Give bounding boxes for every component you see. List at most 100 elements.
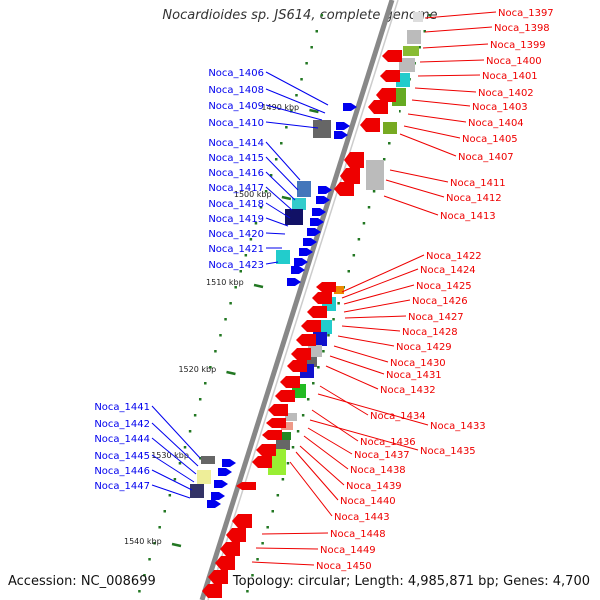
reverse-gene-arrow	[382, 50, 402, 62]
feature-block	[201, 456, 215, 464]
gene-label-right: Noca_1449	[320, 545, 376, 556]
gene-label-left: Noca_1421	[208, 244, 264, 255]
track-dot	[198, 398, 202, 401]
label-leader-line	[341, 325, 401, 332]
reverse-gene-arrow	[236, 482, 256, 490]
track-dot	[315, 30, 318, 33]
track-dot	[423, 30, 426, 33]
label-leader-line	[151, 437, 197, 475]
track-dot	[173, 478, 177, 481]
forward-gene-arrow	[207, 500, 221, 508]
forward-gene-arrow	[222, 459, 236, 467]
reverse-gene-arrow	[291, 348, 311, 360]
gene-label-right: Noca_1438	[350, 465, 406, 476]
track-dot	[234, 286, 237, 289]
forward-gene-arrow	[336, 122, 350, 130]
label-leader-line	[265, 261, 279, 265]
gene-label-right: Noca_1400	[486, 56, 542, 67]
kbp-tick-label: 1500 kbp	[234, 190, 272, 199]
track-dot	[428, 14, 432, 17]
gene-label-left: Noca_1445	[94, 451, 150, 462]
forward-gene-arrow	[343, 103, 357, 111]
reverse-gene-arrow	[287, 360, 307, 372]
feature-block	[313, 120, 331, 138]
label-leader-line	[411, 99, 471, 107]
reverse-gene-arrow	[307, 306, 327, 318]
gene-label-right: Noca_1448	[330, 529, 386, 540]
label-leader-line	[151, 454, 195, 483]
track-dot	[337, 302, 340, 305]
gene-label-left: Noca_1420	[208, 229, 264, 240]
track-dot	[254, 222, 258, 225]
forward-gene-arrow	[316, 196, 330, 204]
gene-label-right: Noca_1412	[446, 193, 502, 204]
label-leader-line	[265, 217, 289, 227]
feature-block	[387, 106, 399, 118]
reverse-gene-arrow	[316, 282, 336, 292]
track-dot	[148, 558, 151, 561]
feature-block	[285, 209, 303, 225]
forward-gene-arrow	[307, 228, 321, 236]
label-leader-line	[317, 393, 429, 426]
dotted-track-left	[138, 14, 324, 593]
label-leader-line	[399, 133, 457, 157]
label-leader-line	[403, 125, 461, 139]
label-leader-line	[319, 385, 369, 416]
feature-block	[190, 484, 204, 498]
feature-block	[308, 345, 322, 357]
label-leader-line	[424, 26, 493, 33]
track-dot	[276, 494, 280, 497]
label-leader-line	[255, 547, 319, 550]
track-dot	[398, 110, 401, 113]
kbp-tick-label: 1540 kbp	[124, 537, 162, 546]
label-leader-line	[265, 171, 296, 201]
reverse-gene-arrow	[360, 118, 380, 132]
reverse-gene-arrow	[368, 100, 388, 114]
feature-block	[297, 181, 311, 197]
gene-label-left: Noca_1441	[94, 402, 150, 413]
track-dot	[306, 398, 310, 401]
gene-label-right: Noca_1425	[416, 281, 472, 292]
reverse-gene-arrow	[280, 376, 300, 388]
track-dot	[219, 334, 222, 337]
label-leader-line	[333, 345, 389, 363]
track-dot	[320, 14, 324, 17]
track-dot	[158, 526, 161, 529]
forward-genes	[207, 103, 357, 508]
feature-block	[334, 286, 344, 294]
feature-block	[197, 470, 211, 484]
label-leader-line	[329, 355, 385, 375]
track-dot	[295, 94, 298, 97]
track-dot	[209, 366, 212, 369]
track-dot	[251, 574, 254, 577]
gene-label-right: Noca_1405	[462, 134, 518, 145]
label-leader-line	[419, 59, 485, 63]
reverse-gene-arrow	[340, 168, 360, 184]
gene-label-left: Noca_1446	[94, 466, 150, 477]
label-leader-line	[325, 365, 379, 390]
track-dot	[138, 590, 141, 593]
gene-label-left: Noca_1415	[208, 153, 264, 164]
reverse-genes	[202, 50, 402, 598]
label-leader-line	[261, 532, 329, 535]
track-dot	[300, 78, 303, 81]
track-dot	[322, 350, 325, 353]
left-gene-labels: Noca_1406 Noca_1408 Noca_1409 Noca_1410 Noca…	[94, 68, 329, 499]
label-leader-line	[265, 202, 291, 219]
map-title: Nocardioides sp. JS614, complete genome	[162, 8, 438, 23]
track-dot	[291, 446, 295, 449]
gene-label-right: Noca_1404	[468, 118, 524, 129]
feature-block	[276, 440, 290, 450]
track-dot	[261, 542, 264, 545]
reverse-gene-arrow	[208, 570, 228, 584]
label-leader-line	[414, 87, 477, 93]
label-leader-line	[343, 284, 415, 305]
label-leader-line	[303, 435, 349, 470]
track-dot	[266, 526, 269, 529]
track-dot	[372, 190, 376, 193]
label-leader-line	[265, 141, 301, 181]
kbp-tick-label: 1490 kbp	[261, 103, 299, 112]
track-dot	[204, 382, 207, 385]
gene-label-left: Noca_1419	[208, 214, 264, 225]
track-dot	[357, 238, 361, 241]
